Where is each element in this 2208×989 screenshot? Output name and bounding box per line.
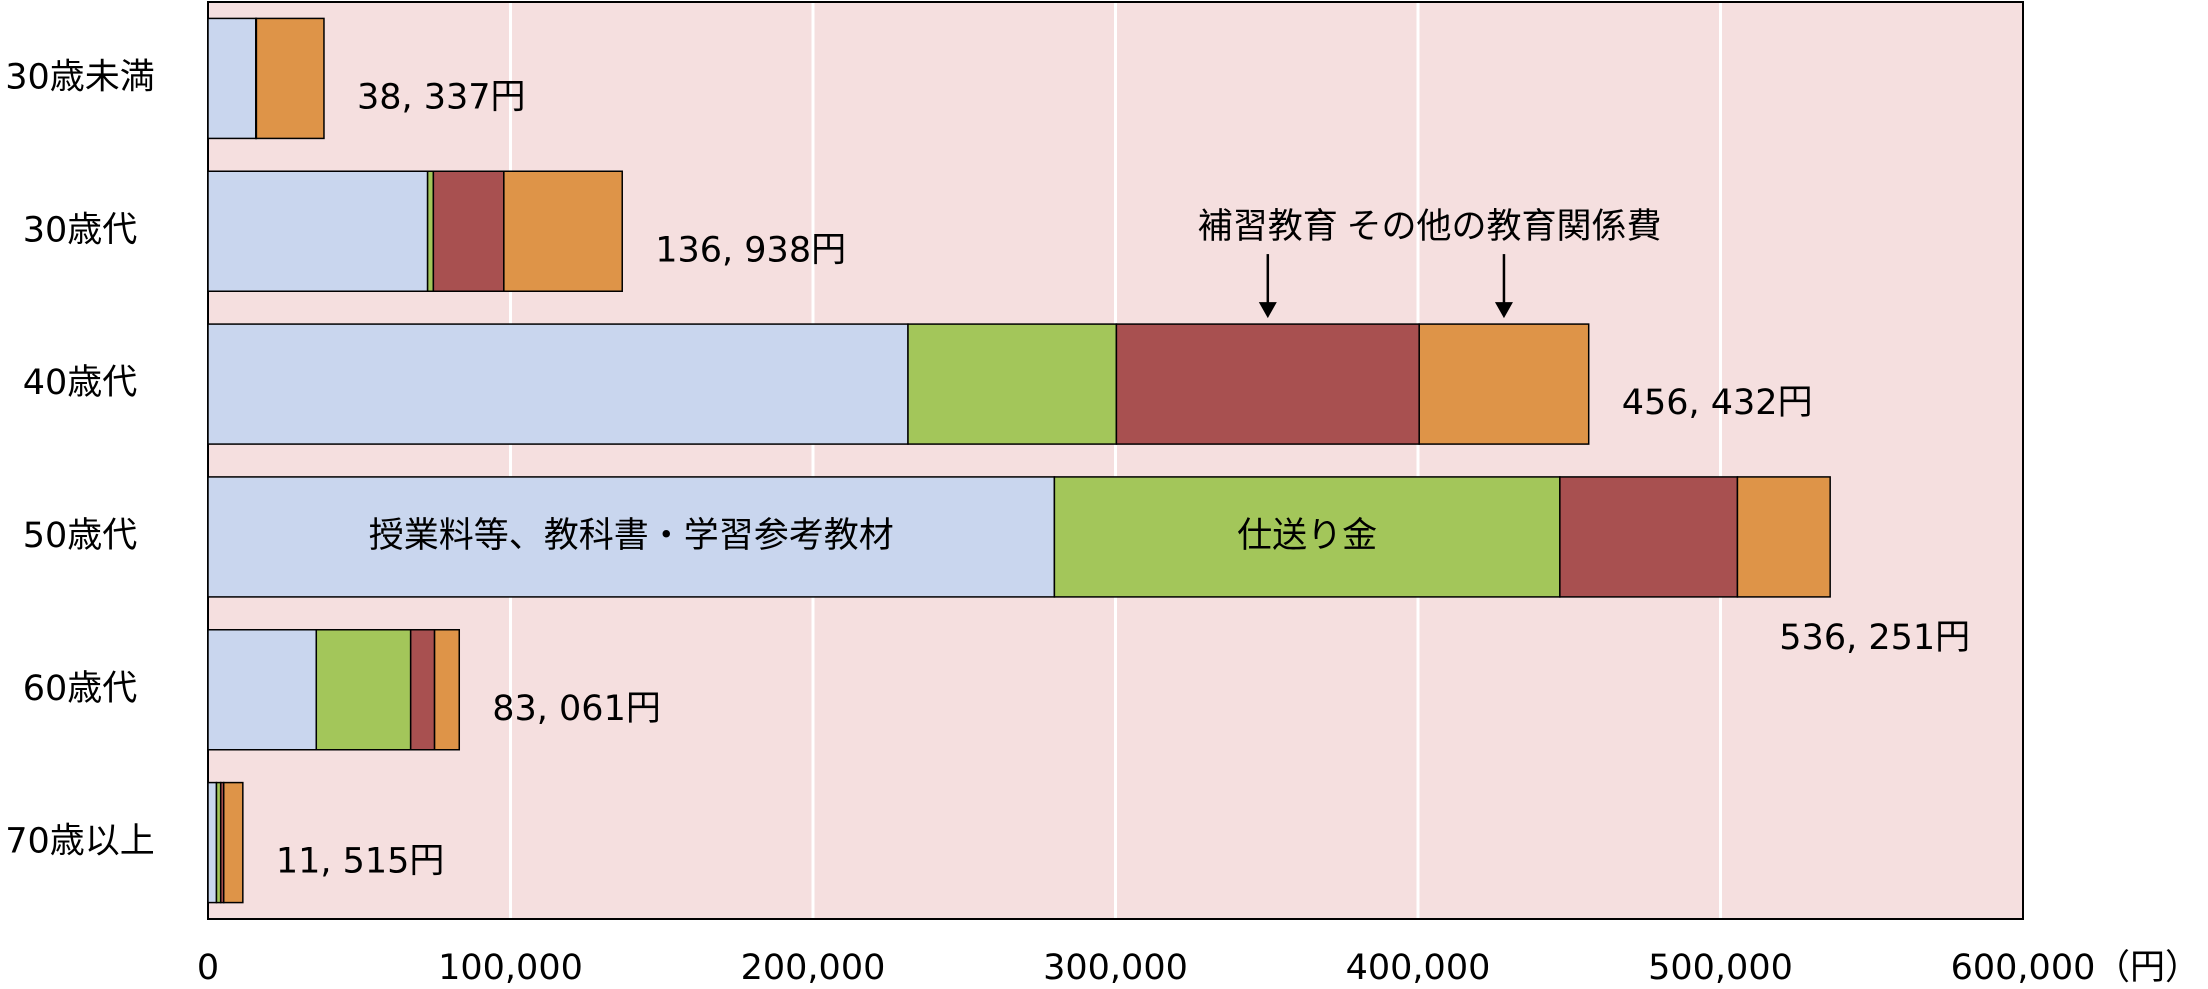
y-tick-label: 50歳代 <box>23 516 138 556</box>
bar-segment <box>222 781 244 904</box>
bar-segment <box>207 17 257 140</box>
y-tick-label: 70歳以上 <box>5 822 155 862</box>
x-tick-label: 0 <box>197 948 219 988</box>
bar-segment <box>207 629 318 751</box>
bar-segment <box>426 170 435 292</box>
arrow-head <box>1494 302 1513 319</box>
total-label: 136, 938円 <box>655 230 846 270</box>
bar-segment <box>255 17 325 140</box>
bar-segment <box>1736 476 1831 598</box>
bar-segment <box>207 781 218 904</box>
total-label: 38, 337円 <box>357 77 526 117</box>
x-unit: （円） <box>2095 948 2200 988</box>
x-tick-label: 500,000 <box>1648 948 1793 988</box>
bar-segment <box>315 629 412 751</box>
arrow-head <box>1258 302 1277 319</box>
bar-segment <box>1418 323 1590 445</box>
x-tick-label: 200,000 <box>741 948 886 988</box>
bar-segment <box>1559 476 1739 598</box>
total-label: 456, 432円 <box>1622 383 1813 423</box>
total-label: 11, 515円 <box>276 842 445 882</box>
bar-segment <box>432 170 505 292</box>
series-label: 仕送り金 <box>1237 516 1377 556</box>
bar-segment <box>207 170 429 292</box>
bar-segment <box>503 170 623 292</box>
y-tick-label: 40歳代 <box>23 363 138 403</box>
y-tick-label: 30歳代 <box>23 210 138 250</box>
bar-segment <box>1115 323 1420 445</box>
bar-segment <box>207 323 909 445</box>
y-tick-label: 30歳未満 <box>5 57 155 97</box>
x-tick-label: 400,000 <box>1346 948 1491 988</box>
x-tick-label: 300,000 <box>1043 948 1188 988</box>
total-label: 536, 251円 <box>1779 618 1970 658</box>
y-tick-label: 60歳代 <box>23 669 138 709</box>
plot-border <box>207 1 2024 920</box>
bar-segment <box>433 629 461 751</box>
series-label: その他の教育関係費 <box>1346 207 1661 247</box>
bar-segment <box>1053 476 1561 598</box>
x-tick-label: 100,000 <box>438 948 583 988</box>
bar-segment <box>907 323 1118 445</box>
total-label: 83, 061円 <box>492 689 661 729</box>
bar-segment <box>409 629 436 751</box>
bar-segment <box>207 476 1056 598</box>
series-label: 補習教育 <box>1198 207 1338 247</box>
series-label: 授業料等、教科書・学習参考教材 <box>369 516 894 556</box>
x-tick-label: 600,000 <box>1951 948 2096 988</box>
